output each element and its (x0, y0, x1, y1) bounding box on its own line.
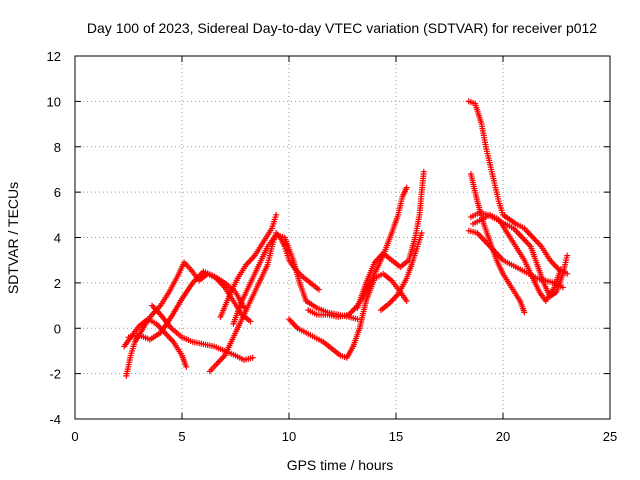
series-track-7 (230, 232, 361, 327)
data-point-marker (315, 286, 322, 293)
axis-ticks (74, 55, 611, 420)
data-point-marker (521, 309, 528, 316)
y-tick-label: 6 (54, 185, 61, 200)
y-tick-label: 2 (54, 276, 61, 291)
series-track-8 (286, 270, 410, 361)
data-point-marker (557, 266, 564, 273)
data-point-marker (354, 316, 361, 323)
tick-labels: 0 5 10 15 20 25 -4 -2 0 2 4 6 8 10 12 (47, 49, 618, 444)
y-tick-label: 12 (47, 49, 61, 64)
grid (75, 56, 610, 419)
series-track-16 (470, 211, 564, 305)
data-points (121, 98, 571, 379)
data-point-marker (418, 229, 425, 236)
y-tick-label: 4 (54, 231, 61, 246)
x-tick-label: 5 (178, 429, 185, 444)
data-point-marker (420, 168, 427, 175)
data-point-marker (249, 354, 256, 361)
y-tick-label: 0 (54, 321, 61, 336)
series-track-2 (121, 316, 190, 370)
data-point-marker (241, 304, 248, 311)
data-point-marker (183, 363, 190, 370)
data-point-marker (403, 184, 410, 191)
y-tick-label: 10 (47, 94, 61, 109)
series-track-12 (465, 98, 571, 277)
x-axis-title: GPS time / hours (287, 457, 394, 473)
series-track-10 (354, 168, 427, 311)
data-point-marker (273, 211, 280, 218)
x-tick-label: 25 (603, 429, 617, 444)
x-tick-label: 15 (389, 429, 403, 444)
x-tick-label: 0 (71, 429, 78, 444)
chart-title: Day 100 of 2023, Sidereal Day-to-day VTE… (87, 20, 597, 36)
y-tick-label: -4 (49, 412, 61, 427)
series-track-6 (217, 211, 280, 320)
data-point-marker (564, 252, 571, 259)
y-tick-label: -2 (49, 367, 61, 382)
series-track-11 (378, 229, 425, 314)
series-track-3 (125, 268, 248, 343)
x-tick-label: 10 (282, 429, 296, 444)
data-point-marker (247, 318, 254, 325)
data-point-marker (403, 298, 410, 305)
x-tick-label: 20 (496, 429, 510, 444)
y-axis-title: SDTVAR / TECUs (5, 182, 21, 294)
y-tick-label: 8 (54, 140, 61, 155)
